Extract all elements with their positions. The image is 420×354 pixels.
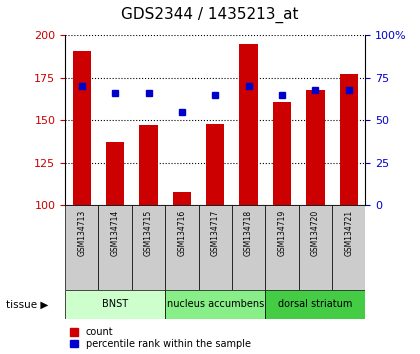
Bar (98, 205, 132, 290)
Bar (306, 90, 325, 205)
Text: GSM134713: GSM134713 (77, 210, 86, 256)
Text: GSM134715: GSM134715 (144, 210, 153, 256)
Text: tissue ▶: tissue ▶ (6, 299, 49, 309)
Bar (206, 124, 224, 205)
Text: nucleus accumbens: nucleus accumbens (167, 299, 264, 309)
Text: BNST: BNST (102, 299, 128, 309)
Text: GDS2344 / 1435213_at: GDS2344 / 1435213_at (121, 7, 299, 23)
Bar (265, 290, 365, 319)
Bar (173, 192, 191, 205)
Bar (65, 205, 98, 290)
Text: GSM134716: GSM134716 (177, 210, 186, 256)
Bar (299, 205, 332, 290)
Bar (132, 205, 165, 290)
Text: GSM134720: GSM134720 (311, 210, 320, 256)
Bar (332, 205, 365, 290)
Text: GSM134718: GSM134718 (244, 210, 253, 256)
Bar (73, 51, 91, 205)
Bar (265, 205, 299, 290)
Bar (165, 205, 199, 290)
Text: dorsal striatum: dorsal striatum (278, 299, 352, 309)
Legend: count, percentile rank within the sample: count, percentile rank within the sample (70, 327, 250, 349)
Bar (165, 290, 265, 319)
Bar (273, 102, 291, 205)
Bar (199, 205, 232, 290)
Bar (106, 142, 124, 205)
Text: GSM134721: GSM134721 (344, 210, 353, 256)
Bar (65, 290, 165, 319)
Bar (339, 74, 358, 205)
Bar (232, 205, 265, 290)
Text: GSM134717: GSM134717 (211, 210, 220, 256)
Text: GSM134714: GSM134714 (110, 210, 120, 256)
Bar (239, 44, 258, 205)
Text: GSM134719: GSM134719 (278, 210, 286, 256)
Bar (139, 125, 158, 205)
